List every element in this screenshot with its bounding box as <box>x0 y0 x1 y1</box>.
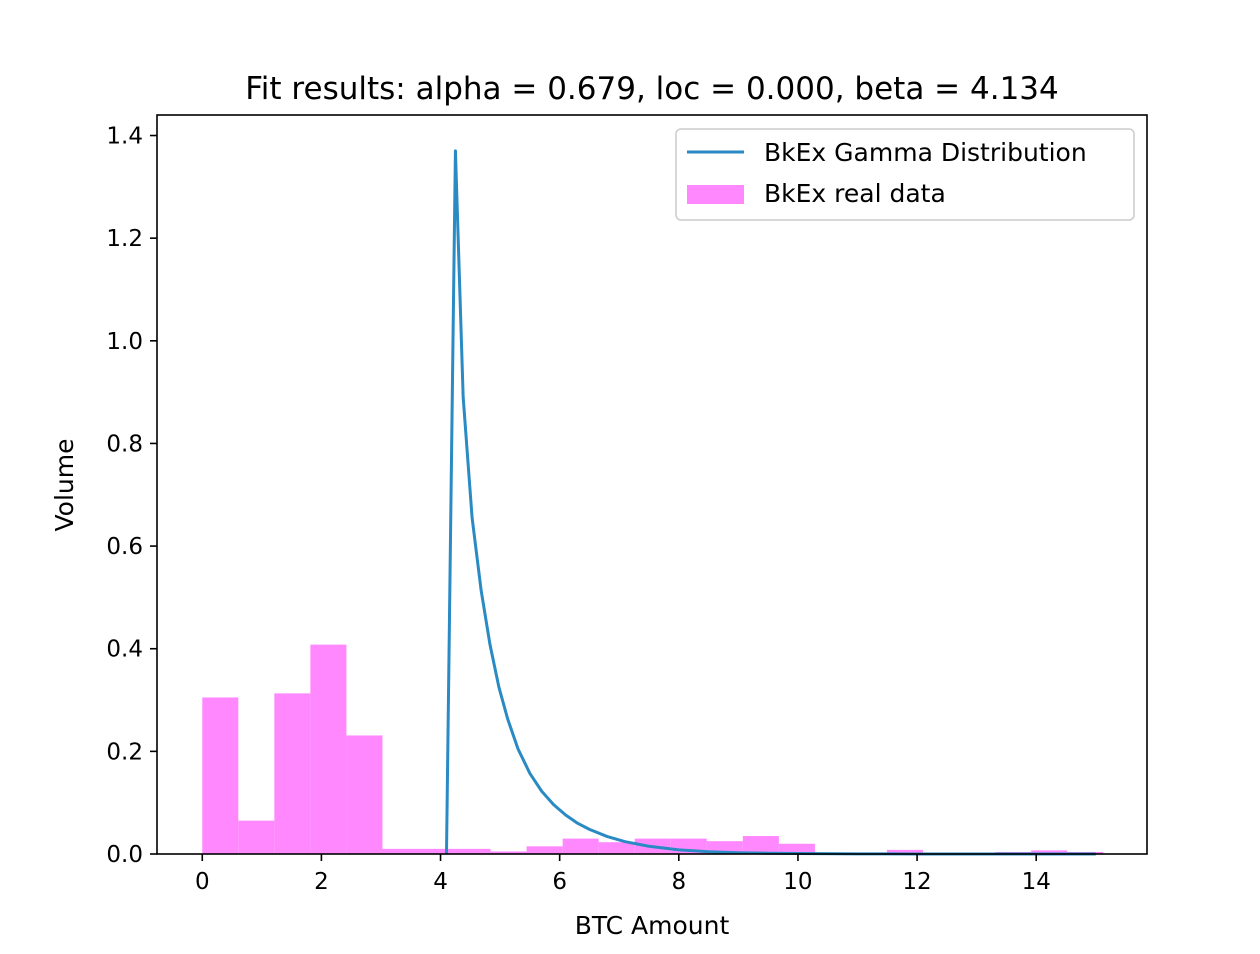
x-tick-label: 14 <box>1022 869 1051 895</box>
histogram <box>202 644 1104 854</box>
y-tick-label: 1.2 <box>106 226 143 252</box>
hist-bar <box>1031 850 1068 854</box>
hist-bar <box>886 849 924 854</box>
x-axis-label: BTC Amount <box>575 911 730 940</box>
y-tick-label: 0.8 <box>106 431 143 457</box>
y-tick-label: 0.6 <box>106 534 143 560</box>
y-tick-label: 0.0 <box>106 842 143 868</box>
hist-bar <box>742 836 779 854</box>
hist-bar <box>274 693 311 854</box>
plot-frame <box>156 114 1148 855</box>
y-tick-label: 1.4 <box>106 124 143 150</box>
gamma-curve <box>444 149 1096 856</box>
gamma-line <box>444 149 1096 856</box>
legend: BkEx Gamma Distribution BkEx real data <box>675 128 1135 221</box>
hist-bar <box>562 838 599 854</box>
hist-bar <box>526 846 563 854</box>
x-tick-label: 2 <box>314 869 329 895</box>
legend-box <box>675 128 1135 221</box>
legend-label-real-data: BkEx real data <box>764 179 946 208</box>
y-tick-label: 1.0 <box>106 329 143 355</box>
chart-title: Fit results: alpha = 0.679, loc = 0.000,… <box>245 71 1059 107</box>
x-tick-label: 12 <box>902 869 931 895</box>
x-tick-label: 6 <box>552 869 567 895</box>
x-tick-label: 8 <box>671 869 686 895</box>
hist-bar <box>418 848 455 854</box>
hist-bar <box>454 848 491 854</box>
hist-bar <box>598 842 635 854</box>
x-tick-label: 10 <box>783 869 812 895</box>
hist-bar <box>310 644 347 854</box>
hist-bar <box>382 848 419 854</box>
hist-bar <box>490 851 527 854</box>
y-tick-label: 0.4 <box>106 637 143 663</box>
hist-bar <box>346 735 383 854</box>
y-axis-label: Volume <box>50 439 79 532</box>
legend-hist-swatch <box>687 185 744 204</box>
hist-bar <box>238 820 275 854</box>
legend-label-gamma: BkEx Gamma Distribution <box>764 138 1087 167</box>
y-axis: 0.0 0.2 0.4 0.6 0.8 1.0 1.2 1.4 <box>106 124 157 868</box>
x-tick-label: 0 <box>195 869 210 895</box>
hist-bar <box>202 697 239 854</box>
hist-bar <box>778 843 815 854</box>
y-tick-label: 0.2 <box>106 739 143 765</box>
x-tick-label: 4 <box>433 869 448 895</box>
x-axis: 0 2 4 6 8 10 12 14 <box>195 854 1051 895</box>
